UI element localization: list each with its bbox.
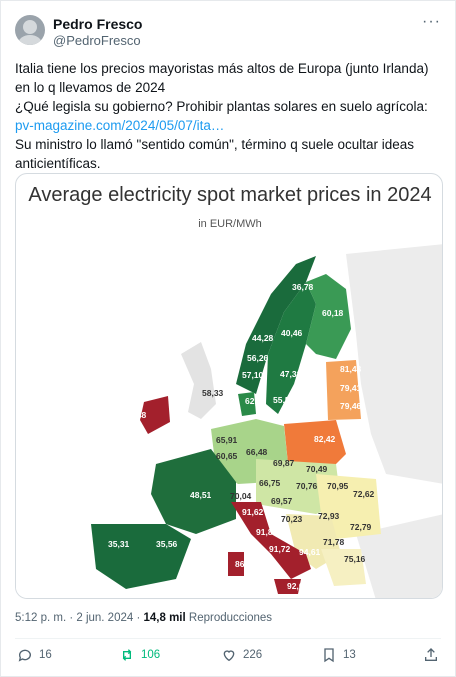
map-label-it-sicily: 92,00 [287,581,309,591]
reply-icon [18,649,31,662]
share-icon [425,648,437,661]
map-label-lt: 79,46 [340,401,362,411]
reply-count: 16 [39,649,52,661]
map-label-rs: 72,93 [318,511,340,521]
map-label-hu: 70,76 [296,481,318,491]
map-label-bg: 72,79 [350,522,372,532]
divider [15,638,441,639]
map-label-fr: 48,51 [190,490,212,500]
map-label-si: 69,57 [271,496,293,506]
tweet-line-2: ¿Qué legisla su gobierno? Prohibir plant… [15,97,443,135]
avatar[interactable] [15,15,45,45]
tweet-line-1: Italia tiene los precios mayoristas más … [15,61,429,95]
map-label-pl: 82,42 [314,434,336,444]
author-handle[interactable]: @PedroFresco [53,33,141,48]
map-label-lv: 79,41 [340,383,362,393]
map-title: Average electricity spot market prices i… [28,184,432,206]
map-label-ro: 70,95 [327,481,349,491]
bookmark-count: 13 [343,649,356,661]
map-label-it-csouth: 91,72 [269,544,291,554]
tweet-meta: 5:12 p. m. · 2 jun. 2024 · 14,8 mil Repr… [15,612,272,624]
map-label-fi: 60,18 [322,308,344,318]
map-label-it-cnorth: 91,87 [256,527,278,537]
bookmark-icon [324,648,334,663]
map-label-mk: 71,78 [323,537,345,547]
map-subtitle: in EUR/MWh [198,218,262,230]
map-label-nl: 65,91 [216,435,238,445]
map-label-es: 35,56 [156,539,178,549]
like-count: 226 [243,649,263,661]
map-label-dk-1: 62,47 [245,396,267,406]
map-label-sk: 70,49 [306,464,328,474]
europe-price-map: 36,78 60,18 40,46 44,28 56,26 57,10 47,31 81,48… [16,234,442,598]
retweet-count: 106 [141,649,161,661]
bookmark-button[interactable]: 13 [321,647,356,663]
retweet-button[interactable]: 106 [119,647,160,663]
heart-icon [223,650,235,662]
tweet-line-3: Su ministro lo llamó "sentido común", té… [15,137,415,171]
map-label-se-4: 55,53 [273,395,295,405]
map-label-ch: 70,04 [230,491,252,501]
map-label-it-sardinia: 86,89 [235,559,257,569]
map-label-ie: 93,48 [125,410,147,420]
map-label-be: 60,65 [216,451,238,461]
tweet-text: Italia tiene los precios mayoristas más … [15,59,443,173]
map-label-no-sw: 57,10 [242,370,264,380]
map-label-it-south: 94,61 [299,547,321,557]
map-label-ee: 81,48 [340,364,362,374]
map-label-it-north: 91,62 [242,507,264,517]
more-options-icon[interactable]: ··· [422,13,441,30]
map-label-gr: 75,16 [344,554,366,564]
map-label-se-2: 40,46 [281,328,303,338]
map-label-at: 66,75 [259,478,281,488]
map-label-uk: 58,33 [202,388,224,398]
view-count: 14,8 mil [143,612,186,624]
map-label-cz: 69,87 [273,458,295,468]
like-button[interactable]: 226 [221,647,262,663]
article-link[interactable]: pv-magazine.com/2024/05/07/ita… [15,118,225,133]
views-label: Reproducciones [185,612,273,624]
reply-button[interactable]: 16 [17,647,52,663]
map-label-hr: 70,23 [281,514,303,524]
map-label-md: 72,62 [353,489,375,499]
retweet-icon [122,649,132,661]
map-label-no-mid: 44,28 [252,333,274,343]
action-bar: 16 106 226 13 [15,647,443,669]
tweet-line-2-text: ¿Qué legisla su gobierno? Prohibir plant… [15,99,428,114]
map-label-pt: 35,31 [108,539,130,549]
map-label-se-3: 47,31 [280,369,302,379]
share-button[interactable] [423,647,439,663]
author-name[interactable]: Pedro Fresco [53,16,143,32]
map-image[interactable]: Average electricity spot market prices i… [15,173,443,599]
map-label-no-south: 56,26 [247,353,269,363]
tweet-timestamp[interactable]: 5:12 p. m. · 2 jun. 2024 · [15,612,144,624]
map-label-no-north: 36,78 [292,282,314,292]
map-label-de: 66,48 [246,447,268,457]
map-label-fr-corse: 86,89 [235,536,257,546]
